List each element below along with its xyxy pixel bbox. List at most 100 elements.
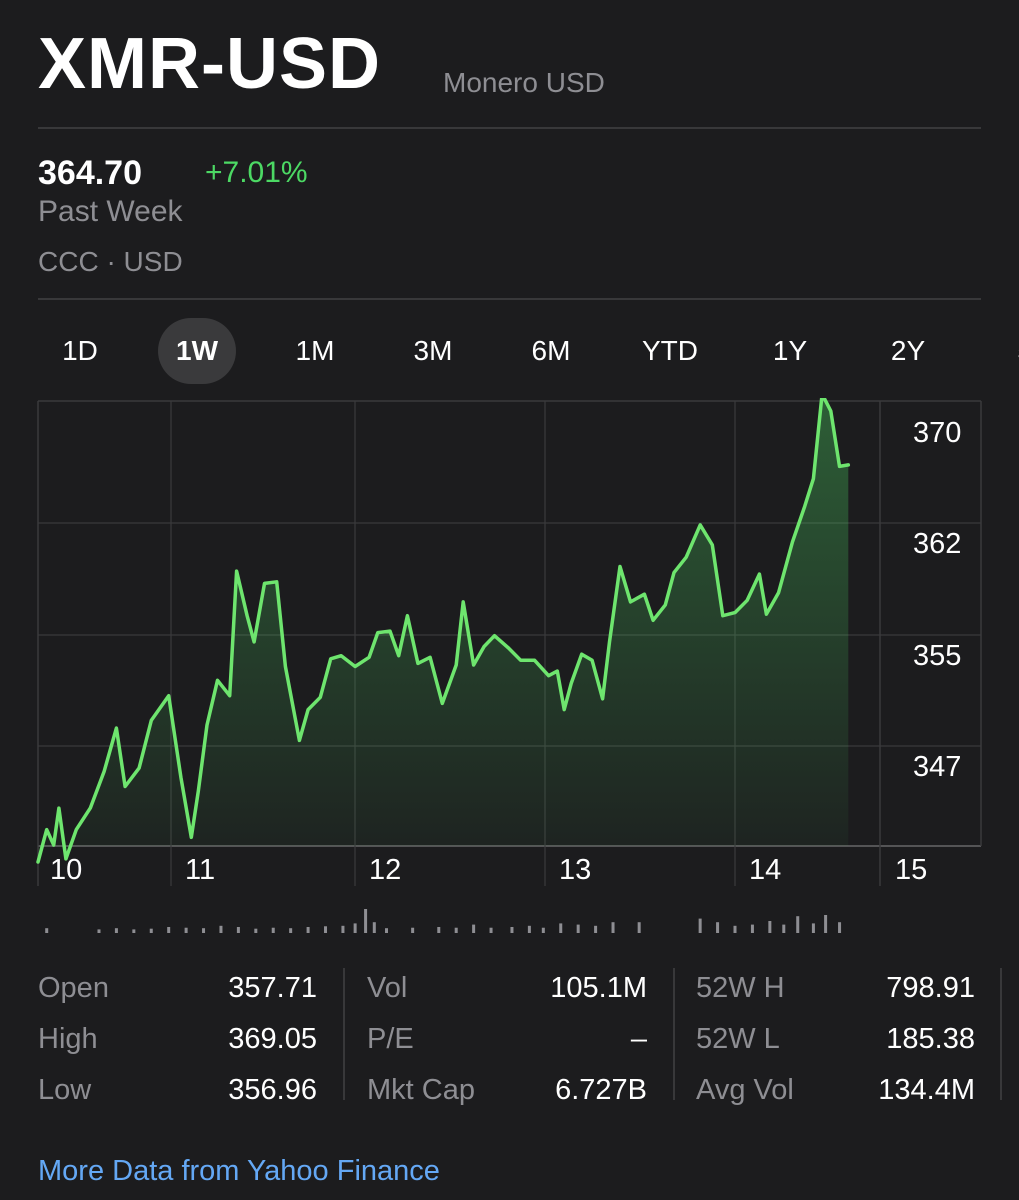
volume-bar (306, 927, 310, 933)
ticker-symbol: XMR-USD (38, 24, 381, 104)
stat-high-label: High (38, 1023, 98, 1055)
volume-bar (541, 927, 545, 933)
y-tick-label: 347 (913, 751, 961, 783)
volume-bar (167, 927, 171, 933)
x-tick-label: 14 (749, 854, 781, 886)
y-tick-label: 370 (913, 417, 961, 449)
volume-bar (698, 918, 702, 933)
tab-1m[interactable]: 1M (295, 335, 335, 366)
stat-mktcap-label: Mkt Cap (367, 1074, 475, 1106)
volume-bar (202, 928, 206, 933)
tab-ytd[interactable]: YTD (642, 335, 698, 366)
volume-bar (824, 915, 828, 933)
volume-bar (385, 928, 388, 933)
volume-bar (716, 922, 720, 933)
tab-5y[interactable]: 5 (999, 318, 1019, 384)
change-period: Past Week (38, 195, 183, 228)
volume-bar (45, 928, 49, 933)
stats-divider-3 (1000, 968, 1002, 1100)
x-axis-labels: 10 11 12 13 14 15 (50, 854, 927, 886)
volume-bar (184, 927, 188, 933)
volume-bar (364, 909, 368, 933)
volume-bar (594, 925, 598, 933)
exchange-currency: CCC · USD (38, 246, 183, 277)
tab-6m[interactable]: 6M (531, 335, 571, 366)
volume-bar (132, 929, 136, 933)
tab-2y[interactable]: 2Y (890, 335, 926, 366)
volume-bar (472, 924, 476, 933)
volume-bar (782, 924, 786, 933)
key-stats: Open 357.71 High 369.05 Low 356.96 Vol 1… (0, 960, 1019, 1110)
x-tick-label: 10 (50, 854, 82, 886)
volume-bar (796, 916, 800, 933)
stat-vol-label: Vol (367, 972, 408, 1004)
volume-bar (733, 925, 737, 933)
x-tick-label: 13 (559, 854, 591, 886)
volume-bar (527, 925, 531, 933)
volume-bar (114, 928, 118, 933)
volume-bar (768, 921, 772, 933)
y-tick-label: 355 (913, 640, 961, 672)
volume-bar (611, 922, 615, 933)
stat-52wh-value: 798.91 (886, 972, 975, 1004)
price-change: +7.01% (205, 156, 308, 189)
volume-bar (254, 928, 258, 933)
volume-bar (454, 927, 458, 933)
more-data-link[interactable]: More Data from Yahoo Finance (38, 1155, 440, 1187)
header-divider (38, 127, 981, 129)
volume-bar (559, 923, 563, 933)
stat-52wl-label: 52W L (696, 1023, 780, 1055)
volume-bar (353, 923, 357, 933)
price-chart[interactable]: 370 362 355 347 10 11 12 13 14 15 (0, 398, 1019, 943)
stat-high-value: 369.05 (228, 1023, 317, 1055)
x-tick-label: 15 (895, 854, 927, 886)
volume-bar (271, 927, 275, 933)
x-tick-label: 11 (185, 854, 215, 886)
tab-1w[interactable]: 1W (158, 318, 236, 384)
volume-bar (219, 925, 223, 933)
stat-mktcap-value: 6.727B (555, 1074, 647, 1106)
volume-bars (45, 909, 842, 933)
stat-open-label: Open (38, 972, 109, 1004)
tab-3m[interactable]: 3M (413, 335, 453, 366)
volume-bar (811, 923, 815, 933)
volume-bar (637, 922, 641, 933)
volume-bar (576, 924, 580, 933)
company-name: Monero USD (443, 67, 605, 98)
stat-avgvol-label: Avg Vol (696, 1074, 794, 1106)
stat-52wl-value: 185.38 (886, 1023, 975, 1055)
stat-low-value: 356.96 (228, 1074, 317, 1106)
current-price: 364.70 (38, 154, 142, 192)
volume-bar (437, 927, 441, 933)
volume-bar (411, 927, 415, 933)
tab-1d[interactable]: 1D (62, 335, 98, 366)
y-tick-label: 362 (913, 528, 961, 560)
volume-bar (236, 927, 240, 933)
y-axis-labels: 370 362 355 347 (913, 417, 961, 783)
x-tick-label: 12 (369, 854, 401, 886)
price-line (36, 398, 851, 864)
stats-divider-1 (343, 968, 345, 1100)
stat-low-label: Low (38, 1074, 92, 1106)
quote-divider (38, 298, 981, 300)
volume-bar (750, 924, 754, 933)
stat-52wh-label: 52W H (696, 972, 785, 1004)
volume-bar (372, 922, 376, 933)
volume-bar (341, 925, 345, 933)
stat-pe-value: – (630, 1023, 647, 1055)
volume-bar (149, 928, 153, 933)
price-area-fill (38, 398, 849, 862)
stat-open-value: 357.71 (228, 972, 317, 1004)
volume-bar (838, 922, 842, 933)
stat-pe-label: P/E (367, 1023, 414, 1055)
tab-1y[interactable]: 1Y (772, 335, 808, 366)
range-tabs: 1D 1W 1M 3M 6M YTD 1Y 2Y 5 (0, 318, 1019, 384)
volume-bar (489, 927, 493, 933)
volume-bar (97, 929, 101, 933)
stat-avgvol-value: 134.4M (878, 1074, 975, 1106)
volume-bar (510, 927, 514, 933)
stat-vol-value: 105.1M (550, 972, 647, 1004)
stats-divider-2 (673, 968, 675, 1100)
volume-bar (324, 926, 328, 933)
volume-bar (289, 928, 293, 933)
